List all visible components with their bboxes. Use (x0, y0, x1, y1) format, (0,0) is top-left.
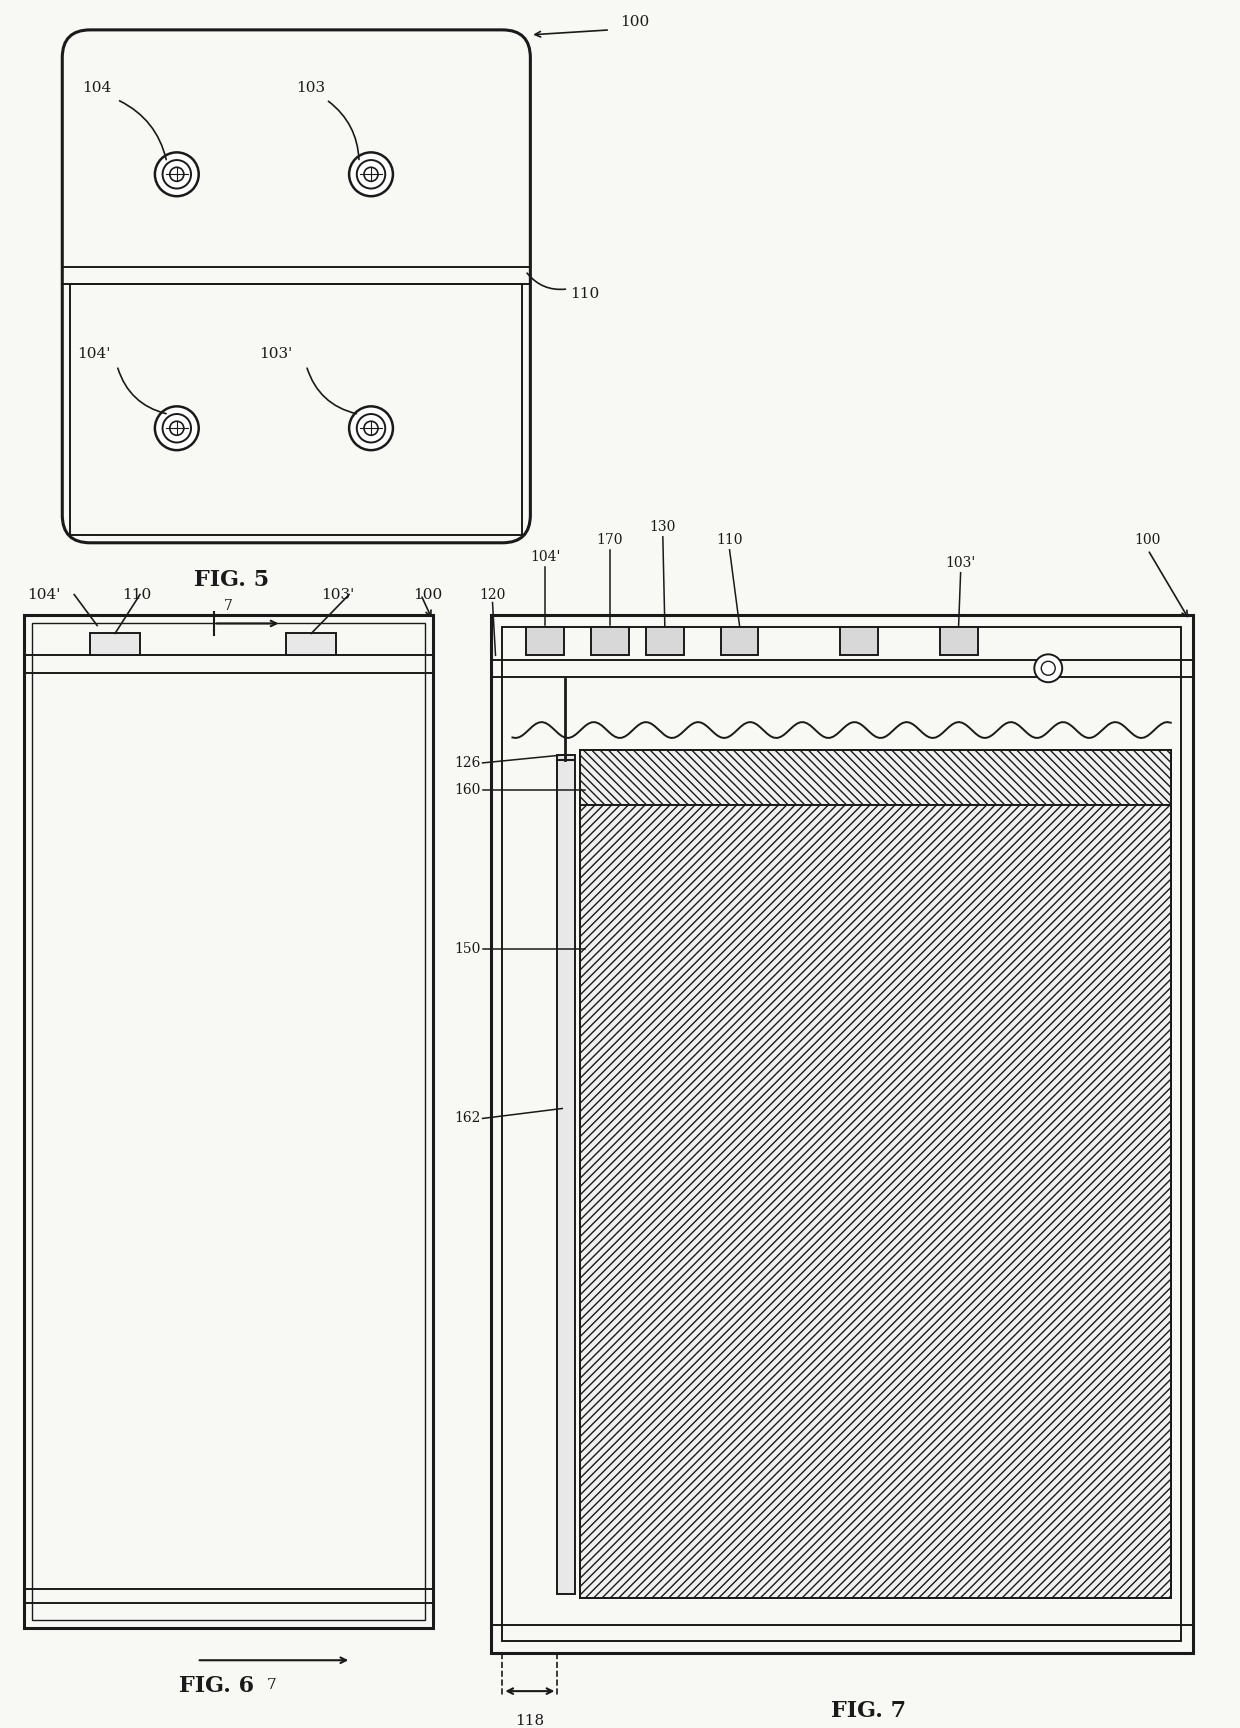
Circle shape (1042, 662, 1055, 676)
Text: FIG. 7: FIG. 7 (832, 1700, 906, 1723)
Text: 110: 110 (717, 532, 743, 546)
Text: 104': 104' (531, 550, 560, 563)
Bar (32, 624, 425, 1621)
Bar (502, 627, 1180, 1642)
Text: 170: 170 (596, 532, 624, 546)
Circle shape (170, 168, 184, 181)
Circle shape (170, 422, 184, 435)
Bar (91, 634, 140, 655)
Text: 110: 110 (570, 287, 599, 301)
Text: 100: 100 (620, 16, 650, 29)
Bar (491, 615, 1193, 1654)
Text: 110: 110 (122, 588, 151, 601)
Bar (527, 627, 564, 655)
Text: 104: 104 (82, 81, 112, 95)
Text: 160: 160 (454, 783, 481, 797)
Text: FIG. 5: FIG. 5 (193, 569, 269, 591)
Circle shape (1034, 655, 1063, 683)
Text: 100: 100 (1135, 532, 1161, 546)
Circle shape (350, 406, 393, 451)
Bar (25, 615, 433, 1628)
Bar (591, 627, 629, 655)
Text: 100: 100 (413, 588, 443, 601)
Text: 126: 126 (454, 755, 481, 771)
Bar (580, 750, 1171, 1598)
Bar (580, 805, 1171, 1598)
Circle shape (162, 161, 191, 188)
Text: 162: 162 (454, 1111, 481, 1125)
Text: 7: 7 (267, 1678, 277, 1692)
Circle shape (365, 422, 378, 435)
Circle shape (350, 152, 393, 197)
Bar (720, 627, 759, 655)
Circle shape (155, 406, 198, 451)
Circle shape (155, 152, 198, 197)
Text: 7: 7 (223, 598, 232, 612)
Bar (580, 750, 1171, 805)
Text: 118: 118 (515, 1714, 544, 1728)
Bar (557, 755, 575, 1593)
Circle shape (162, 415, 191, 442)
Bar (646, 627, 683, 655)
Text: 104': 104' (77, 347, 110, 361)
Text: FIG. 6: FIG. 6 (179, 1674, 254, 1697)
Bar (71, 283, 522, 536)
Text: 103': 103' (259, 347, 293, 361)
Bar (841, 627, 878, 655)
Text: 103: 103 (296, 81, 325, 95)
Bar (940, 627, 977, 655)
Bar (286, 634, 336, 655)
Text: 150: 150 (454, 942, 481, 956)
Circle shape (357, 415, 386, 442)
Text: 103': 103' (945, 556, 976, 570)
Text: 120: 120 (480, 588, 506, 601)
Text: 103': 103' (321, 588, 355, 601)
Circle shape (365, 168, 378, 181)
Text: 130: 130 (650, 520, 676, 534)
Circle shape (357, 161, 386, 188)
Text: 104': 104' (27, 588, 61, 601)
